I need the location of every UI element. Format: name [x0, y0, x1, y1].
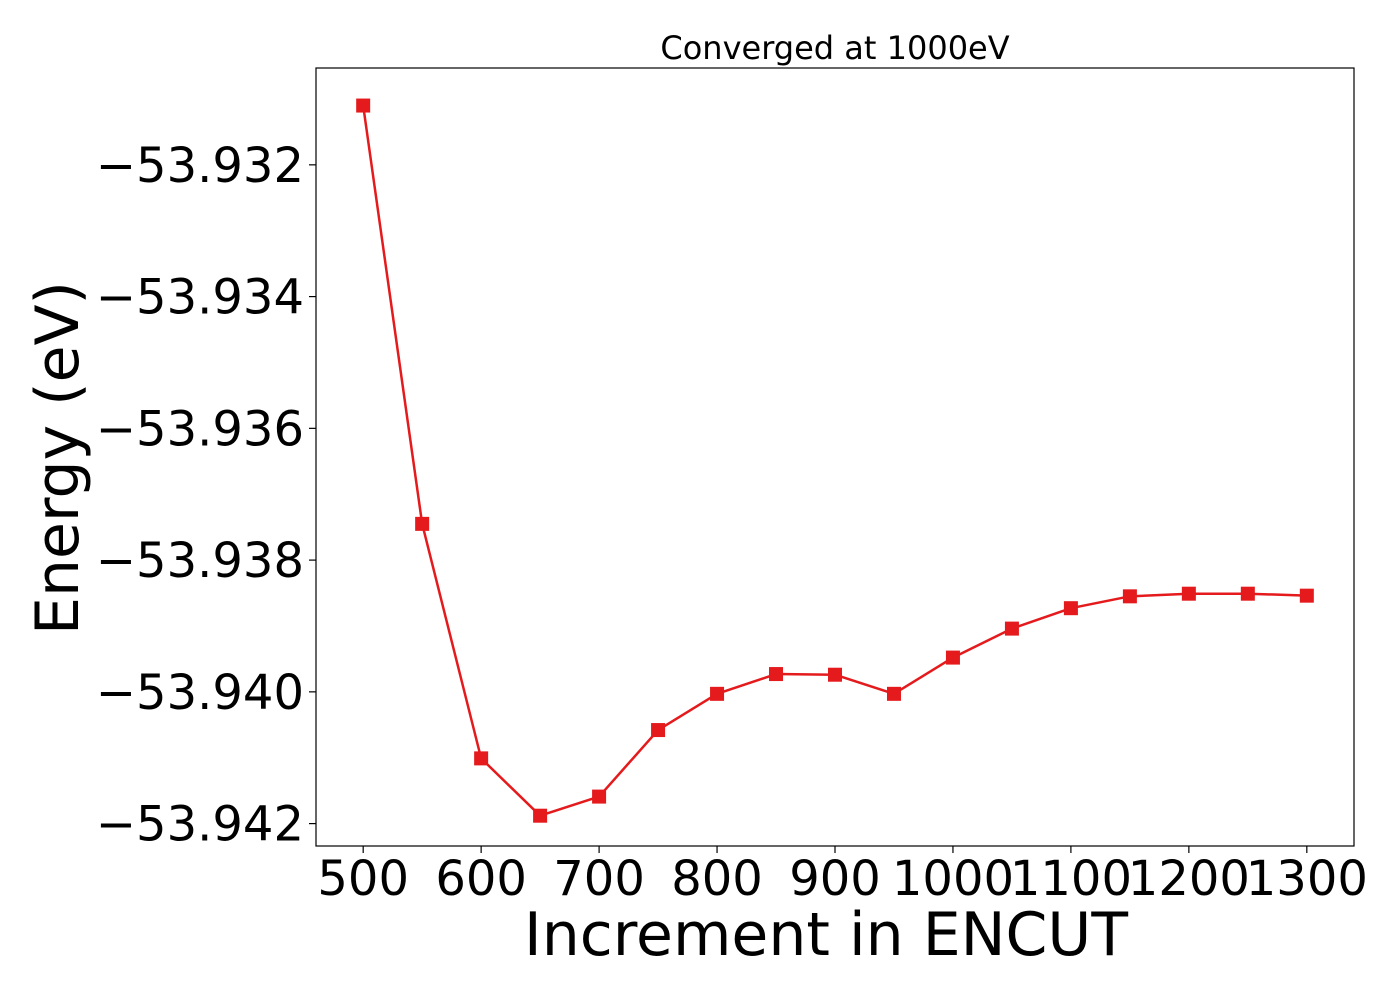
data-point-marker [710, 686, 725, 701]
y-tick-label: −53.934 [96, 270, 304, 326]
x-tick-label: 1000 [892, 851, 1014, 907]
chart-title: Converged at 1000eV [660, 29, 1009, 67]
data-point-marker [533, 808, 548, 823]
y-tick-label: −53.936 [96, 401, 304, 457]
data-point-marker [1004, 621, 1019, 636]
data-point-marker [1299, 588, 1314, 603]
x-tick-label: 1200 [1128, 851, 1250, 907]
y-tick-label: −53.938 [96, 533, 304, 589]
data-point-marker [592, 789, 607, 804]
x-tick-label: 1100 [1010, 851, 1132, 907]
data-point-marker [1063, 601, 1078, 616]
x-tick-label: 900 [789, 851, 881, 907]
series-layer [356, 98, 1314, 823]
data-point-marker [474, 751, 489, 766]
data-point-marker [1240, 586, 1255, 601]
data-point-marker [651, 723, 666, 738]
y-axis-label: Energy (eV) [23, 281, 93, 635]
x-tick-label: 1300 [1246, 851, 1368, 907]
data-point-marker [945, 650, 960, 665]
data-point-marker [1181, 586, 1196, 601]
data-point-marker [886, 686, 901, 701]
data-point-marker [1122, 589, 1137, 604]
plot-area-frame [315, 67, 1355, 847]
data-point-marker [356, 98, 371, 113]
data-point-marker [828, 667, 842, 682]
x-tick-label: 800 [671, 851, 763, 907]
x-tick-label: 500 [317, 851, 409, 907]
data-point-marker [769, 667, 784, 682]
y-axis-ticks: −53.932 −53.934 −53.936 −53.938 −53.940 −53.9… [96, 138, 316, 853]
y-tick-label: −53.940 [96, 665, 304, 721]
x-axis-label: Increment in ENCUT [524, 900, 1128, 970]
x-tick-label: 700 [553, 851, 645, 907]
data-point-marker [415, 516, 430, 531]
y-tick-label: −53.942 [96, 797, 304, 853]
y-tick-label: −53.932 [96, 138, 304, 194]
x-tick-label: 600 [435, 851, 527, 907]
